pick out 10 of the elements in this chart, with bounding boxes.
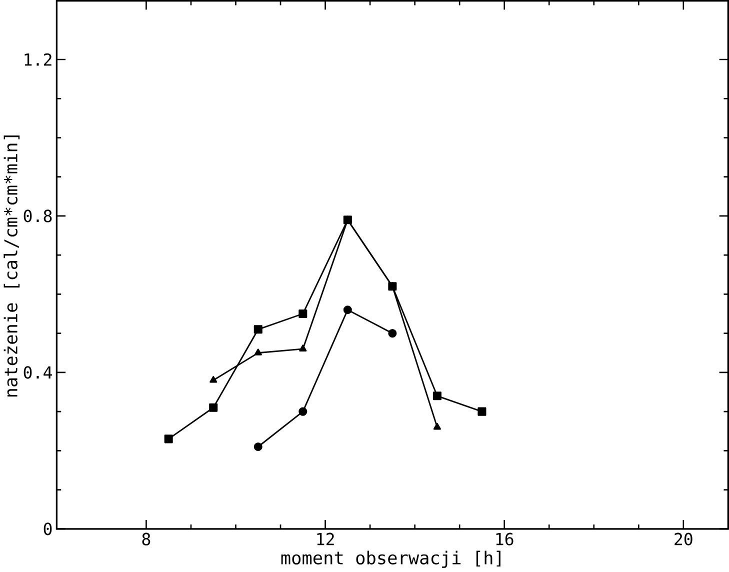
x-tick-label: 20 <box>674 533 692 546</box>
y-axis-title: nateżenie [cal/cm*cm*min] <box>4 136 20 397</box>
x-tick-label: 12 <box>317 533 334 546</box>
y-tick-label: 1.2 <box>24 54 52 66</box>
y-tick-label: 0 <box>44 522 52 536</box>
y-tick-label: 0.8 <box>24 210 52 222</box>
y-tick-label: 0.4 <box>24 366 52 379</box>
x-tick-label: 16 <box>496 533 514 546</box>
x-tick-label: 8 <box>142 533 150 546</box>
x-axis-title: moment obserwacji [h] <box>281 550 500 568</box>
